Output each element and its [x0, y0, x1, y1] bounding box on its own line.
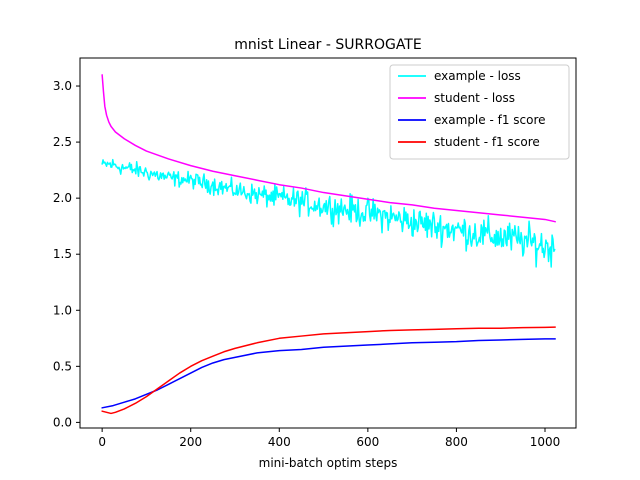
legend-box [389, 64, 570, 160]
y-tick-label: 3.0 [53, 79, 72, 93]
series-line-2 [101, 74, 556, 223]
legend-label: example - f1 score [434, 113, 546, 127]
series-line-1 [101, 158, 556, 268]
legend: example - loss student - loss example - f1… [389, 64, 570, 160]
x-tick-label: 1000 [530, 435, 561, 449]
y-tick-label: 0.0 [53, 415, 72, 429]
legend-label: example - loss [434, 69, 521, 83]
x-tick-label: 200 [179, 435, 202, 449]
series-line-4 [101, 326, 556, 415]
x-tick-label: 600 [356, 435, 379, 449]
x-tick-label: 800 [445, 435, 468, 449]
x-tick-label: 0 [98, 435, 106, 449]
series-layer [101, 74, 556, 415]
y-tick-label: 2.5 [53, 135, 72, 149]
plot-area-frame [79, 57, 577, 429]
y-tick-label: 2.0 [53, 191, 72, 205]
x-tick-label: 400 [268, 435, 291, 449]
y-tick-label: 1.0 [53, 303, 72, 317]
x-axis-ticks: 0 200 400 600 800 1000 [98, 428, 560, 449]
y-axis-ticks: 0.0 0.5 1.0 1.5 2.0 2.5 3.0 [53, 79, 80, 429]
y-tick-label: 0.5 [53, 359, 72, 373]
y-tick-label: 1.5 [53, 247, 72, 261]
legend-label: student - f1 score [434, 135, 540, 149]
chart-title: mnist Linear - SURROGATE [234, 37, 421, 53]
x-axis-label: mini-batch optim steps [259, 456, 398, 470]
legend-label: student - loss [434, 91, 515, 105]
